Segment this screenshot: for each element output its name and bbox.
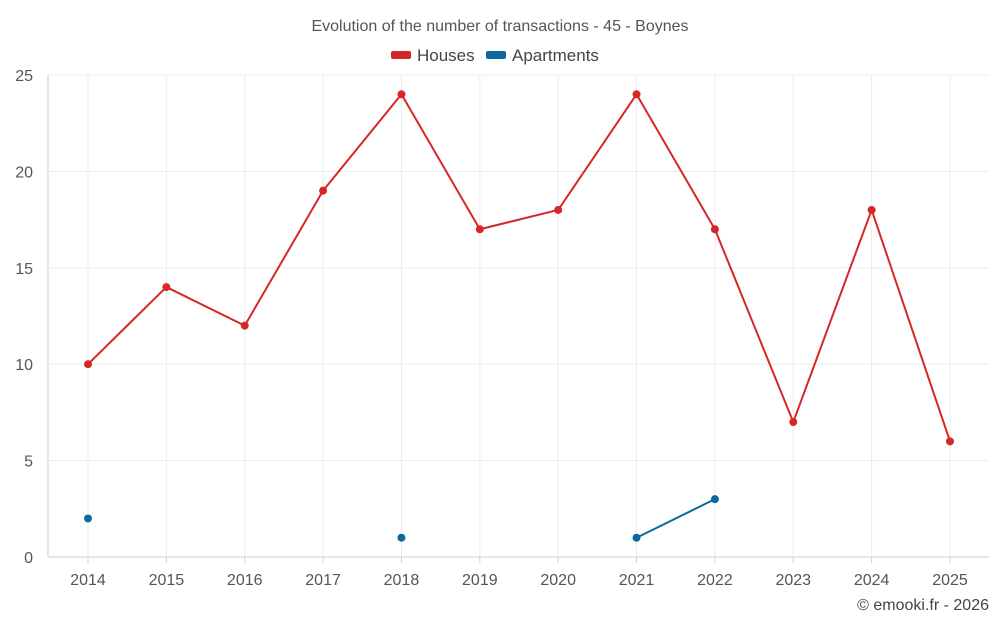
credit-text: © emooki.fr - 2026 [857,597,989,614]
legend-label-houses: Houses [417,46,475,65]
data-point-houses [946,437,954,446]
series-line-houses [870,208,951,443]
series-line-houses [478,208,560,231]
x-tick-label: 2025 [932,572,968,589]
data-point-apartments [710,495,719,504]
y-tick-label: 5 [24,454,33,471]
data-point-houses [475,225,484,234]
series-line-apartments [635,498,716,539]
legend-item-houses[interactable]: Houses [391,46,475,65]
legend-label-apartments: Apartments [512,46,599,65]
y-tick-label: 10 [15,357,33,374]
series-line-houses [165,286,246,327]
x-tick-label: 2018 [384,572,420,589]
data-point-apartments [84,514,92,523]
series-line-houses [322,93,403,192]
x-tick-label: 2024 [854,572,890,589]
data-point-houses [867,205,876,214]
series-line-houses [792,208,873,424]
series-line-houses [635,93,716,231]
data-point-apartments [632,533,641,542]
y-tick-label: 15 [15,261,33,278]
legend-item-apartments[interactable]: Apartments [486,46,599,65]
x-tick-label: 2016 [227,572,263,589]
series-apartments [84,495,719,542]
series-houses [84,90,954,446]
series-line-houses [713,228,795,424]
x-tick-label: 2023 [775,572,811,589]
chart-title: Evolution of the number of transactions … [311,18,688,35]
series-line-houses [400,93,481,231]
plot-area [84,90,954,542]
grid [48,74,989,557]
data-point-houses [162,283,171,292]
data-point-houses [632,90,641,99]
legend-swatch-houses [391,51,411,59]
x-tick-label: 2015 [149,572,185,589]
data-point-apartments [397,533,406,542]
series-line-houses [243,189,325,327]
x-tick-label: 2022 [697,572,733,589]
series-line-houses [87,286,168,366]
data-point-houses [710,225,719,234]
x-tick-label: 2021 [619,572,655,589]
data-point-houses [789,418,798,427]
x-tick-label: 2020 [540,572,576,589]
series-line-houses [557,93,638,211]
y-tick-label: 20 [15,164,33,181]
data-point-houses [240,321,249,330]
legend-swatch-apartments [486,51,506,59]
x-tick-label: 2017 [305,572,341,589]
x-tick-label: 2019 [462,572,498,589]
y-tick-label: 0 [24,550,33,567]
data-point-houses [319,186,328,195]
y-tick-label: 25 [15,68,33,85]
data-point-houses [554,205,563,214]
legend: Houses Apartments [391,46,599,65]
data-point-houses [84,360,92,369]
data-point-houses [397,90,406,99]
x-tick-label: 2014 [70,572,106,589]
